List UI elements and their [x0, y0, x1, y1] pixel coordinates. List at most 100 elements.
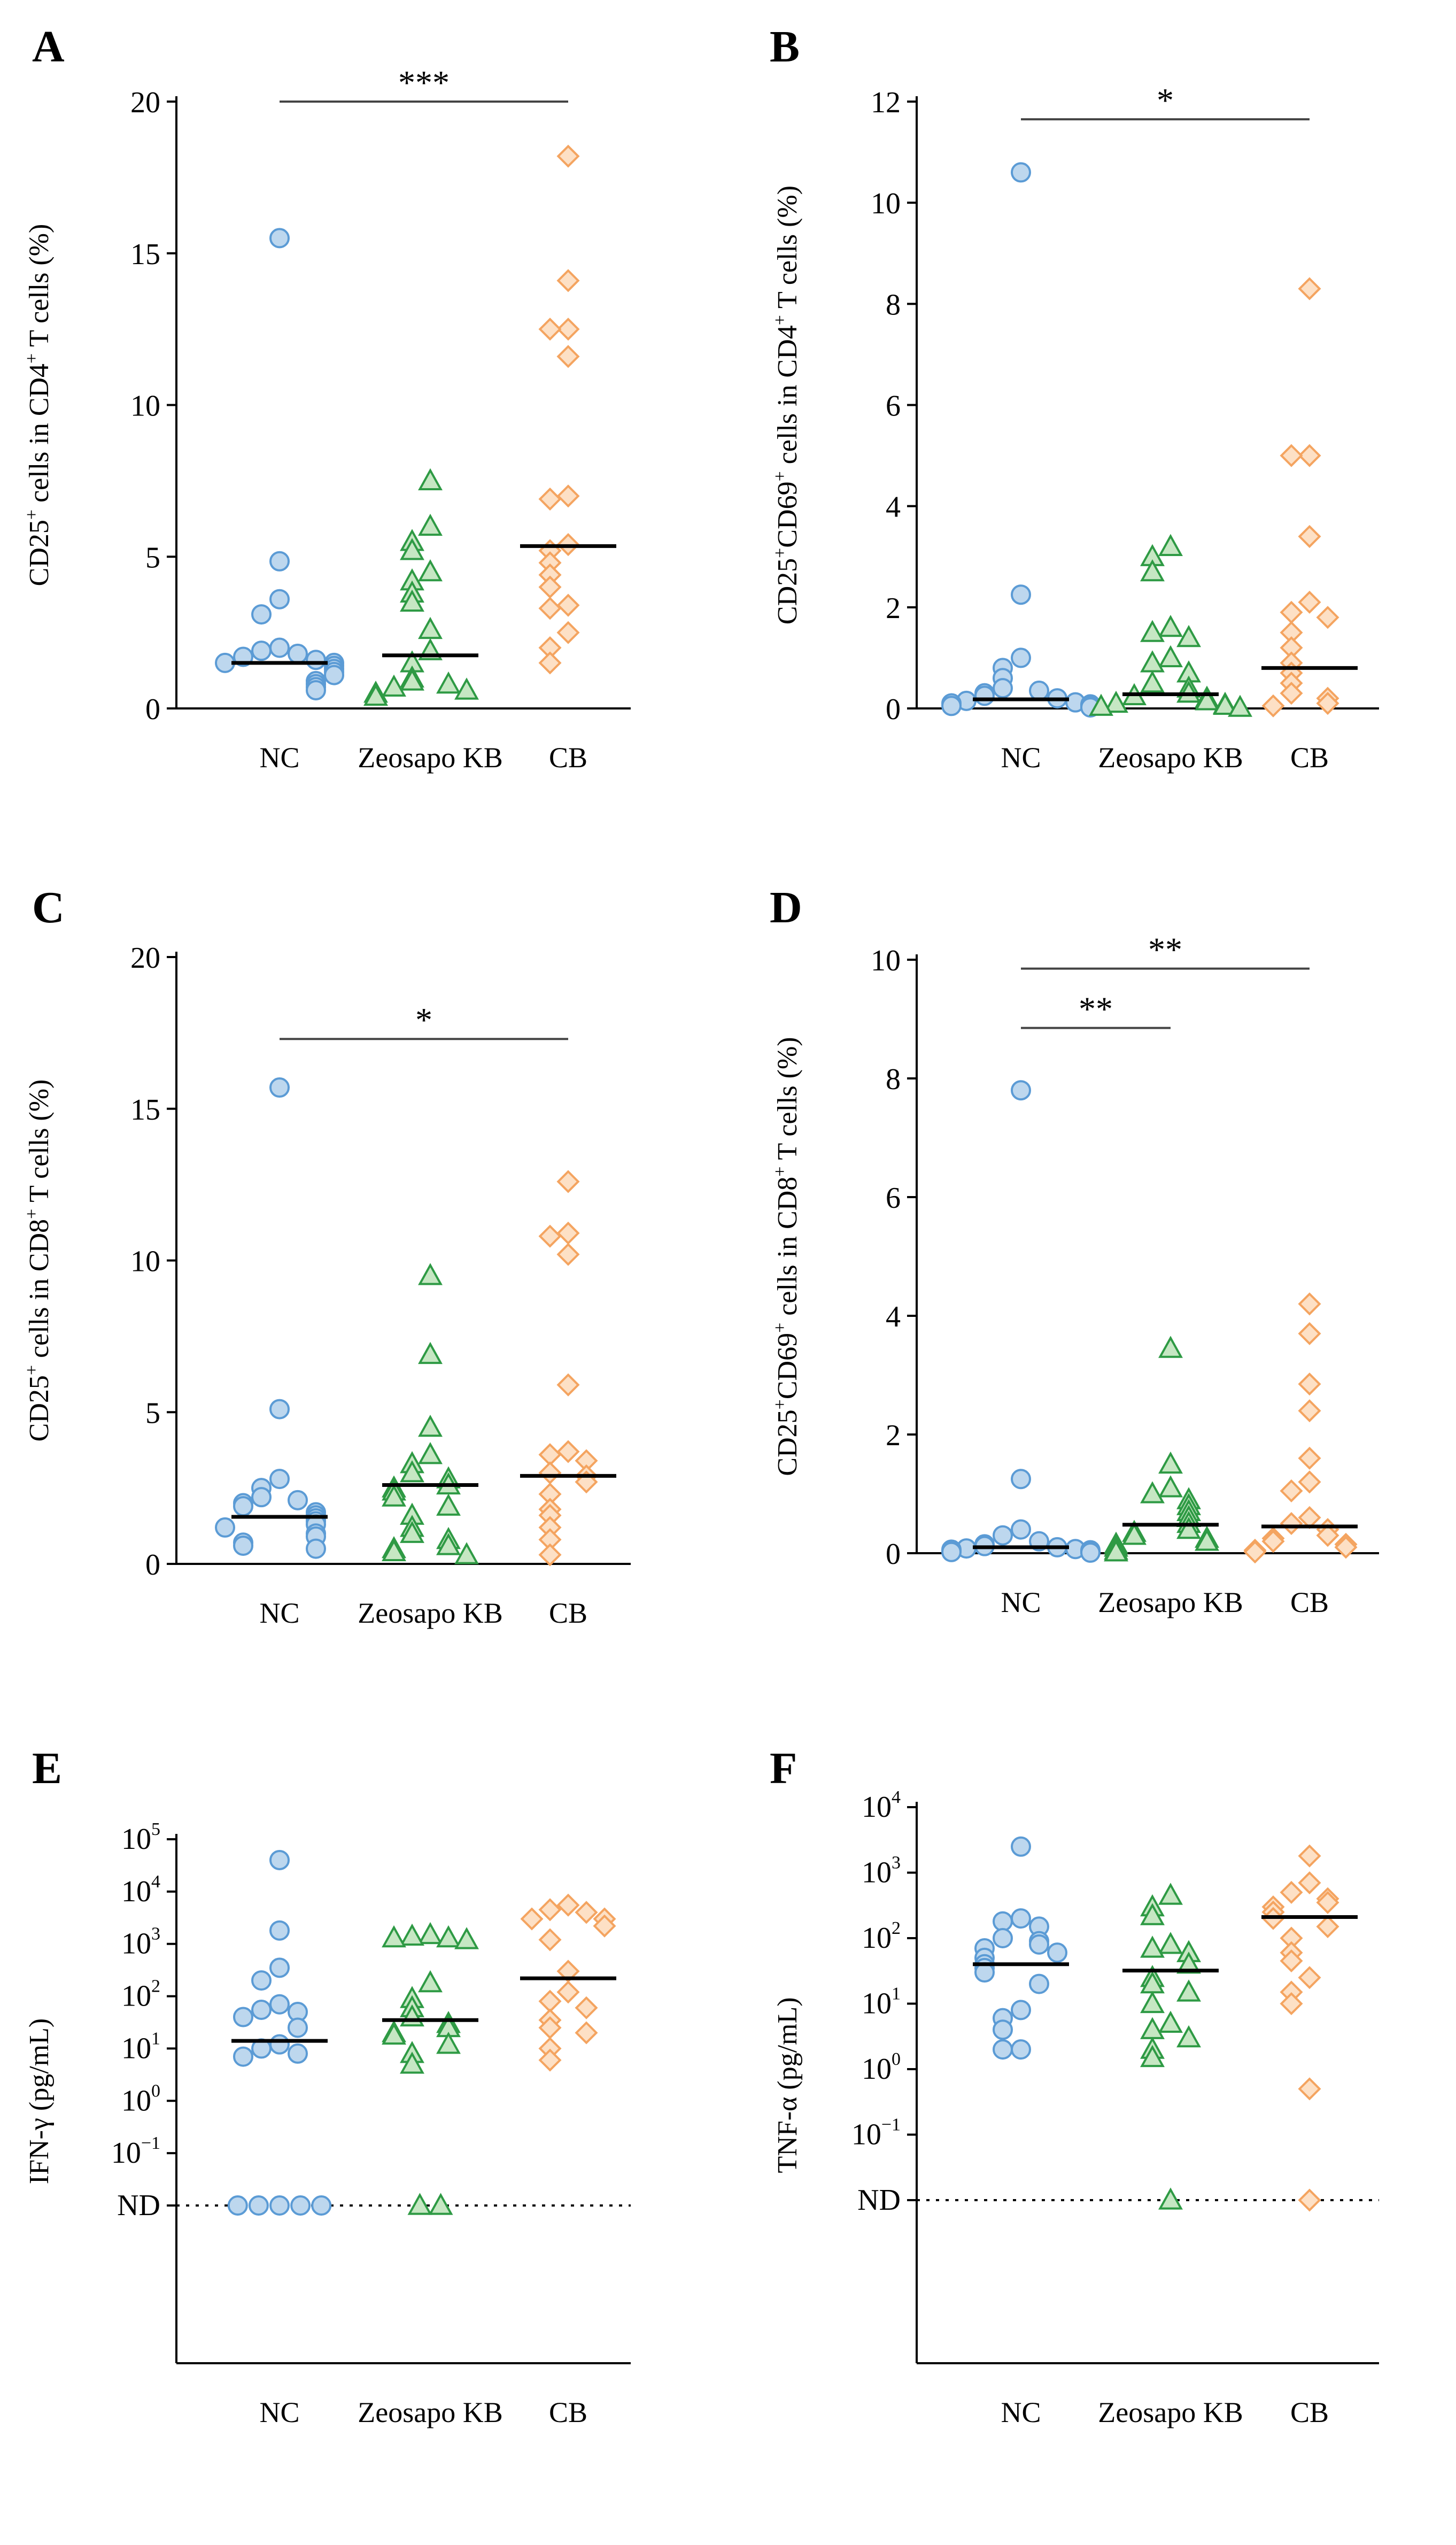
- panel-label: E: [32, 1744, 62, 1793]
- data-point: [269, 589, 290, 610]
- data-point: [233, 1496, 253, 1517]
- data-point: [1140, 2017, 1165, 2039]
- y-tick-label: 6: [886, 390, 901, 423]
- data-point: [1158, 2010, 1183, 2033]
- y-tick-label: 105: [121, 1819, 160, 1856]
- data-point: [1280, 1949, 1303, 1973]
- series-zeosapo-kb: [382, 1263, 479, 1564]
- data-point: [1140, 1935, 1165, 1958]
- data-point: [454, 677, 479, 700]
- data-point: [1158, 1883, 1183, 1905]
- nd-data-point: [269, 2195, 290, 2216]
- data-point: [418, 1922, 443, 1945]
- y-tick-label: 103: [862, 1853, 901, 1890]
- data-point: [556, 144, 580, 168]
- series-cb: [520, 144, 616, 675]
- data-point: [538, 318, 562, 341]
- data-point: [382, 2022, 406, 2045]
- series-nc: [215, 1077, 328, 1559]
- data-point: [1298, 1470, 1321, 1494]
- data-point: [418, 559, 443, 582]
- x-category-label: CB: [549, 2396, 587, 2428]
- y-tick-label: 15: [130, 238, 160, 271]
- data-point: [1011, 2039, 1031, 2060]
- data-point: [1316, 1891, 1339, 1914]
- data-point: [593, 1914, 616, 1938]
- data-point: [1280, 1880, 1303, 1904]
- data-point: [400, 589, 424, 612]
- y-tick-label: 2: [886, 1419, 901, 1452]
- y-tick-label: 101: [862, 1984, 901, 2020]
- data-point: [974, 685, 995, 706]
- data-point: [1298, 1446, 1321, 1470]
- data-point: [1029, 1934, 1049, 1955]
- data-point: [556, 1243, 580, 1266]
- x-category-label: Zeosapo KB: [1098, 2396, 1243, 2428]
- data-point: [1298, 1399, 1321, 1423]
- data-point: [382, 1539, 406, 1561]
- data-point: [538, 487, 562, 511]
- data-point: [556, 345, 580, 368]
- data-point: [400, 1923, 424, 1946]
- series-zeosapo-kb: [363, 468, 479, 706]
- data-point: [1280, 1992, 1303, 2016]
- data-point: [1280, 1479, 1303, 1502]
- data-point: [269, 1920, 290, 1941]
- data-point: [1104, 690, 1128, 713]
- y-tick-label: 4: [886, 491, 901, 524]
- data-point: [269, 1957, 290, 1978]
- data-point: [538, 1461, 562, 1485]
- y-axis-label: CD25+CD69+ cells in CD4+ T cells (%): [770, 186, 803, 624]
- data-point: [520, 1907, 544, 1931]
- data-point: [418, 1414, 443, 1437]
- y-tick-label: 0: [145, 1548, 160, 1582]
- data-point: [538, 2048, 562, 2072]
- data-point: [1140, 620, 1165, 642]
- y-axis-label: CD25+CD69+ cells in CD8+ T cells (%): [770, 1037, 803, 1476]
- x-category-label: Zeosapo KB: [1098, 742, 1243, 774]
- significance-label: **: [1079, 990, 1113, 1028]
- y-axis-label: TNF-α (pg/mL): [772, 1997, 803, 2173]
- data-point: [1298, 590, 1321, 614]
- data-point: [418, 616, 443, 639]
- y-tick-label: 102: [862, 1918, 901, 1955]
- series-zeosapo-kb: [1089, 534, 1252, 717]
- data-point: [233, 2007, 253, 2027]
- data-point: [400, 2052, 424, 2074]
- panel-a: A 0 5 10 15 20 CD25+ cells in CD4+ T cells (%)…: [22, 22, 631, 774]
- data-point: [1140, 650, 1165, 673]
- y-tick-label: 2: [886, 592, 901, 625]
- data-point: [556, 593, 580, 617]
- data-point: [324, 665, 344, 685]
- x-category-label: CB: [1290, 1586, 1329, 1618]
- x-category-label: NC: [259, 1597, 299, 1629]
- data-point: [269, 1077, 290, 1098]
- series-nc: [941, 162, 1101, 718]
- data-point: [575, 2021, 598, 2045]
- y-axis-label: CD25+ cells in CD4+ T cells (%): [22, 224, 55, 587]
- data-point: [1158, 645, 1183, 668]
- data-point: [556, 621, 580, 644]
- y-tick-label: 6: [886, 1182, 901, 1215]
- data-point: [1011, 162, 1031, 183]
- data-point: [418, 468, 443, 491]
- data-point: [436, 671, 461, 694]
- y-tick-label: 0: [886, 1538, 901, 1571]
- significance-label: *: [1157, 81, 1174, 119]
- data-point: [993, 1525, 1013, 1546]
- data-point: [400, 1460, 424, 1483]
- data-point: [1261, 1530, 1285, 1553]
- data-point: [1243, 1540, 1267, 1564]
- y-axis-label: IFN-γ (pg/mL): [24, 2018, 55, 2184]
- data-point: [215, 652, 235, 673]
- series-zeosapo-kb: [1122, 1883, 1219, 2210]
- data-point: [1298, 1292, 1321, 1316]
- data-point: [538, 1224, 562, 1248]
- y-tick-label: 8: [886, 288, 901, 321]
- data-point: [1140, 670, 1165, 693]
- y-tick-label: 20: [130, 86, 160, 119]
- data-point: [1298, 1871, 1321, 1895]
- nd-data-point: [428, 2193, 453, 2215]
- y-tick-label: 5: [145, 541, 160, 574]
- data-point: [1011, 1519, 1031, 1540]
